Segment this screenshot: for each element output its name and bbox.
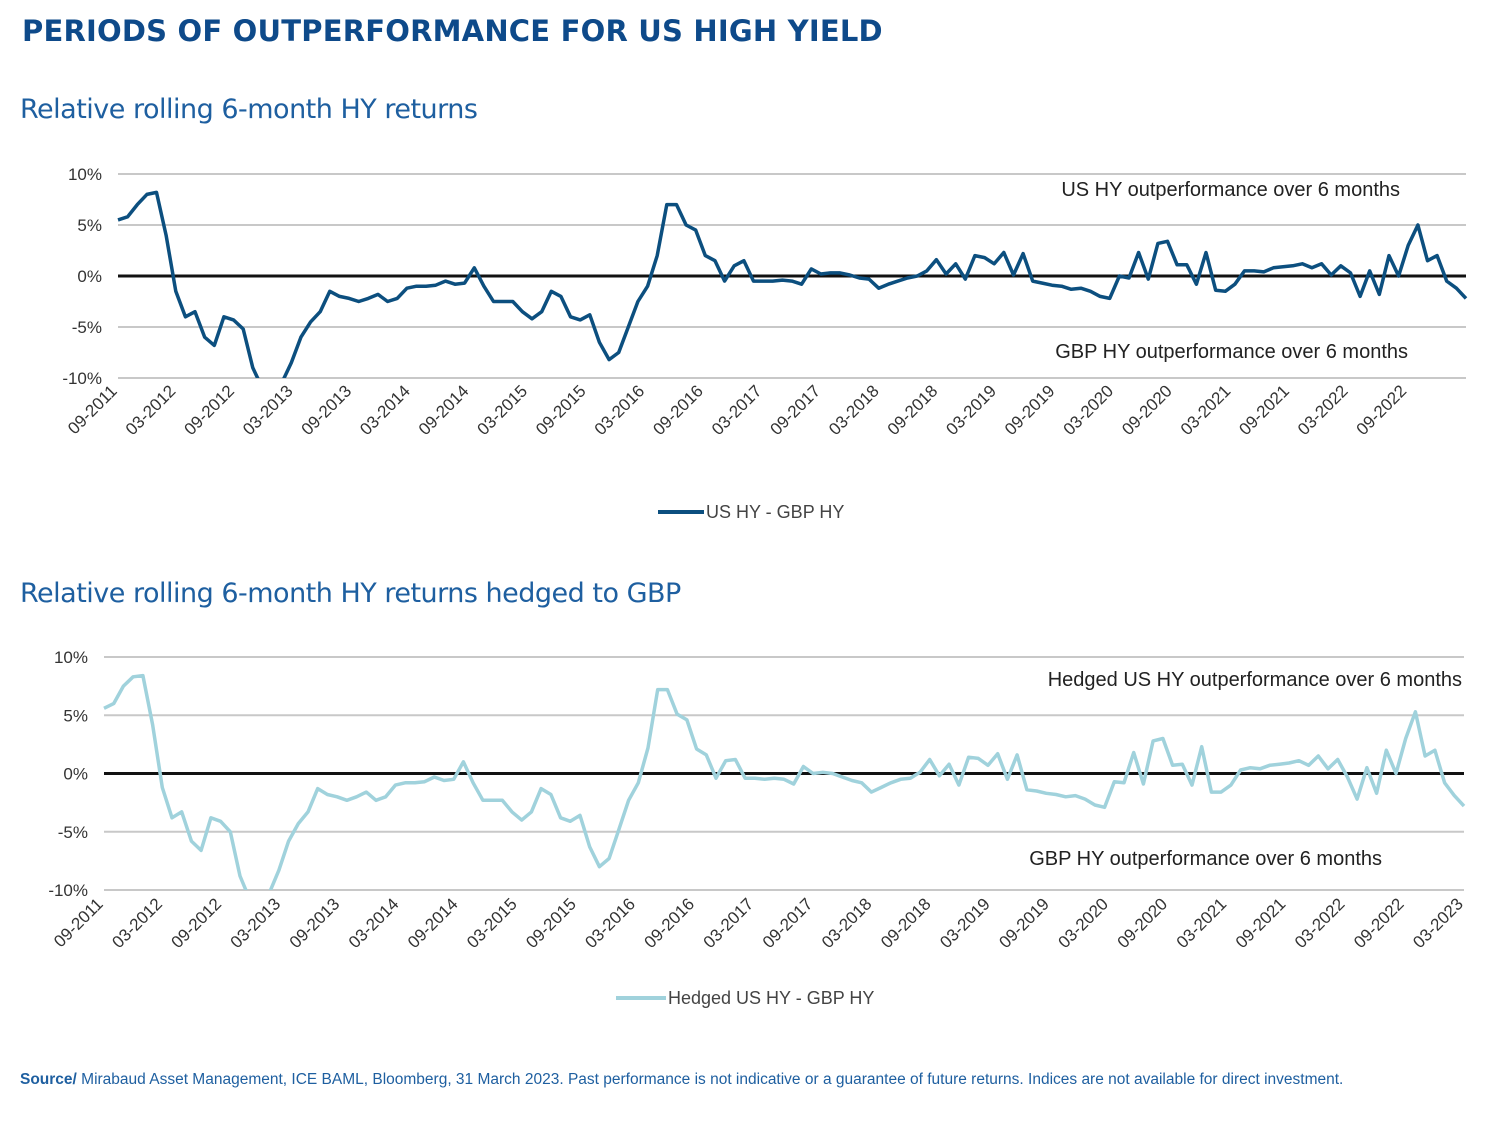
x-tick-label: 03-2023 [1409, 894, 1467, 952]
x-tick-label: 09-2011 [50, 894, 107, 951]
x-tick-label: 03-2016 [591, 381, 649, 439]
x-tick-label: 09-2017 [767, 381, 825, 439]
x-tick-label: 03-2019 [936, 894, 994, 952]
x-tick-label: 03-2021 [1173, 894, 1231, 952]
source-text: Mirabaud Asset Management, ICE BAML, Blo… [76, 1071, 1344, 1088]
x-tick-label: 09-2020 [1114, 894, 1172, 952]
source-note: Source/ Mirabaud Asset Management, ICE B… [20, 1070, 1482, 1090]
y-tick-label: 10% [68, 165, 102, 184]
x-tick-label: 03-2015 [463, 894, 521, 952]
x-tick-label: 09-2015 [522, 894, 580, 952]
x-tick-label: 09-2018 [877, 894, 935, 952]
x-tick-label: 09-2017 [759, 894, 817, 952]
x-tick-label: 09-2013 [298, 381, 356, 439]
x-tick-label: 09-2016 [649, 381, 707, 439]
page-title: PERIODS OF OUTPERFORMANCE FOR US HIGH YI… [22, 14, 883, 48]
x-tick-label: 09-2015 [532, 381, 590, 439]
x-tick-label: 03-2022 [1294, 381, 1352, 439]
y-tick-label: 10% [54, 648, 88, 667]
x-tick-label: 03-2012 [108, 894, 166, 952]
x-tick-label: 03-2013 [227, 894, 285, 952]
x-tick-label: 03-2017 [700, 894, 758, 952]
x-tick-label: 03-2016 [581, 894, 639, 952]
x-tick-label: 03-2020 [1060, 381, 1118, 439]
x-tick-label: 03-2021 [1177, 381, 1235, 439]
x-tick-label: 09-2019 [1001, 381, 1059, 439]
x-tick-label: 03-2015 [474, 381, 532, 439]
x-tick-label: 03-2018 [818, 894, 876, 952]
y-tick-label: -5% [58, 823, 88, 842]
x-tick-label: 09-2020 [1118, 381, 1176, 439]
x-tick-label: 03-2013 [239, 381, 297, 439]
x-tick-label: 09-2014 [404, 894, 462, 952]
x-tick-label: 09-2012 [168, 894, 226, 952]
y-tick-label: 5% [77, 216, 102, 235]
x-tick-label: 03-2018 [825, 381, 883, 439]
series-line [117, 190, 1468, 378]
y-tick-label: 0% [77, 267, 102, 286]
x-tick-label: 09-2013 [286, 894, 344, 952]
x-tick-label: 03-2020 [1054, 894, 1112, 952]
x-tick-label: 03-2012 [122, 381, 180, 439]
annotation: GBP HY outperformance over 6 months [1055, 341, 1408, 363]
annotation: Hedged US HY outperformance over 6 month… [1048, 669, 1462, 691]
annotation: GBP HY outperformance over 6 months [1029, 848, 1382, 870]
x-tick-label: 03-2014 [345, 894, 403, 952]
y-tick-label: -5% [72, 318, 102, 337]
chart-2: 10%5%0%-5%-10%09-2011 03-2012 09-2012 03-20… [48, 648, 1467, 1008]
chart-2-title: Relative rolling 6-month HY returns hedg… [20, 578, 681, 609]
y-tick-label: 5% [63, 706, 88, 725]
x-tick-label: 09-2022 [1353, 381, 1411, 439]
y-tick-label: 0% [63, 765, 88, 784]
chart-1: 10%5%0%-5%-10%09-2011 03-2012 09-2012 03-20… [62, 165, 1468, 522]
source-label: Source/ [20, 1071, 77, 1088]
series-line [103, 673, 1466, 890]
x-tick-label: 09-2018 [884, 381, 942, 439]
chart-1-title: Relative rolling 6-month HY returns [20, 94, 478, 125]
annotation: US HY outperformance over 6 months [1061, 179, 1400, 201]
legend-label: US HY - GBP HY [706, 502, 844, 522]
x-tick-label: 09-2012 [180, 381, 238, 439]
x-tick-label: 03-2014 [356, 381, 414, 439]
y-tick-label: -10% [62, 369, 102, 388]
x-tick-label: 09-2016 [641, 894, 699, 952]
x-tick-label: 03-2019 [942, 381, 1000, 439]
x-tick-label: 09-2014 [415, 381, 473, 439]
x-tick-label: 09-2021 [1235, 381, 1293, 439]
x-tick-label: 09-2021 [1232, 894, 1290, 952]
x-tick-label: 03-2017 [708, 381, 766, 439]
x-tick-label: 09-2019 [995, 894, 1053, 952]
x-tick-label: 09-2022 [1350, 894, 1408, 952]
x-tick-label: 03-2022 [1291, 894, 1349, 952]
y-tick-label: -10% [48, 881, 88, 900]
x-tick-label: 09-2011 [64, 381, 121, 438]
legend-label: Hedged US HY - GBP HY [668, 988, 874, 1008]
